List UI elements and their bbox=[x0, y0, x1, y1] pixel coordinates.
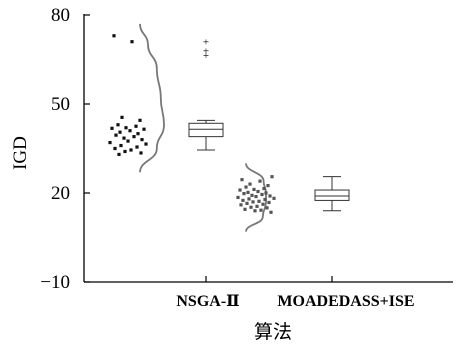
data-point bbox=[259, 208, 263, 212]
data-point bbox=[116, 123, 120, 127]
data-point bbox=[136, 132, 140, 136]
data-point bbox=[140, 138, 144, 142]
data-point bbox=[264, 191, 268, 195]
data-point bbox=[134, 124, 138, 128]
data-point bbox=[269, 210, 273, 214]
data-point bbox=[261, 202, 265, 206]
density-curve bbox=[245, 163, 267, 232]
series-group bbox=[236, 163, 350, 232]
data-point bbox=[238, 188, 242, 192]
box-iqr bbox=[188, 122, 224, 138]
data-point bbox=[246, 190, 250, 195]
data-point bbox=[242, 191, 246, 196]
data-point bbox=[129, 148, 133, 152]
data-point bbox=[108, 140, 112, 145]
data-point bbox=[250, 193, 254, 197]
data-point bbox=[139, 151, 143, 155]
data-point bbox=[138, 118, 142, 122]
data-point bbox=[135, 145, 139, 149]
data-point bbox=[266, 183, 270, 188]
data-point bbox=[257, 199, 261, 203]
data-point bbox=[255, 204, 259, 208]
data-point bbox=[260, 192, 264, 197]
data-point bbox=[120, 115, 124, 119]
y-tick-label: 20 bbox=[51, 183, 70, 204]
data-point bbox=[244, 185, 248, 189]
data-point bbox=[251, 200, 255, 204]
data-point bbox=[262, 186, 266, 191]
data-point bbox=[126, 139, 130, 143]
data-point bbox=[256, 189, 260, 194]
x-tick-label: MOADEDASS+ISE bbox=[277, 293, 414, 310]
data-point bbox=[110, 126, 114, 130]
data-point bbox=[267, 200, 271, 205]
y-tick-label: −10 bbox=[40, 272, 70, 293]
data-point bbox=[119, 143, 123, 148]
data-point bbox=[239, 203, 243, 207]
series-group: +++ bbox=[108, 23, 224, 173]
y-tick-label: 50 bbox=[51, 94, 70, 115]
data-point bbox=[245, 201, 249, 205]
data-point bbox=[122, 136, 126, 140]
outlier-marker: + bbox=[203, 46, 209, 58]
x-ticks: NSGA-Ⅱ MOADEDASS+ISE bbox=[176, 276, 415, 310]
data-point bbox=[118, 130, 122, 134]
y-tick-label: 80 bbox=[51, 5, 70, 26]
data-point bbox=[252, 187, 256, 192]
plot-area: +++ bbox=[108, 23, 350, 232]
data-point bbox=[272, 196, 276, 200]
data-point bbox=[112, 34, 116, 38]
box-iqr bbox=[314, 189, 350, 201]
data-point bbox=[265, 206, 269, 210]
data-point bbox=[249, 205, 253, 209]
x-tick-label: NSGA-Ⅱ bbox=[176, 293, 239, 310]
data-point bbox=[243, 207, 247, 211]
outlier-marker: + bbox=[203, 37, 209, 49]
data-point bbox=[247, 197, 251, 201]
outlier-marker: + bbox=[203, 50, 209, 62]
data-point bbox=[254, 194, 258, 199]
data-point bbox=[240, 178, 244, 182]
data-point bbox=[117, 152, 121, 157]
data-point bbox=[113, 146, 117, 151]
data-point bbox=[268, 194, 272, 198]
data-point bbox=[144, 142, 148, 146]
data-point bbox=[128, 129, 132, 133]
data-point bbox=[248, 182, 252, 186]
x-axis-title: 算法 bbox=[254, 321, 292, 343]
data-point bbox=[258, 179, 262, 183]
density-curve bbox=[139, 23, 165, 173]
data-point bbox=[114, 133, 118, 137]
data-point bbox=[124, 126, 128, 130]
data-point bbox=[130, 40, 134, 44]
chart-axes bbox=[83, 14, 453, 283]
data-point bbox=[253, 209, 257, 213]
data-point bbox=[241, 198, 245, 203]
data-point bbox=[132, 135, 136, 139]
data-point bbox=[123, 149, 127, 154]
data-point bbox=[270, 175, 274, 179]
y-ticks: −10 20 50 80 bbox=[40, 5, 90, 293]
y-axis-title: IGD bbox=[10, 136, 31, 170]
data-point bbox=[236, 195, 240, 200]
data-point bbox=[142, 127, 146, 131]
data-point bbox=[263, 197, 267, 202]
